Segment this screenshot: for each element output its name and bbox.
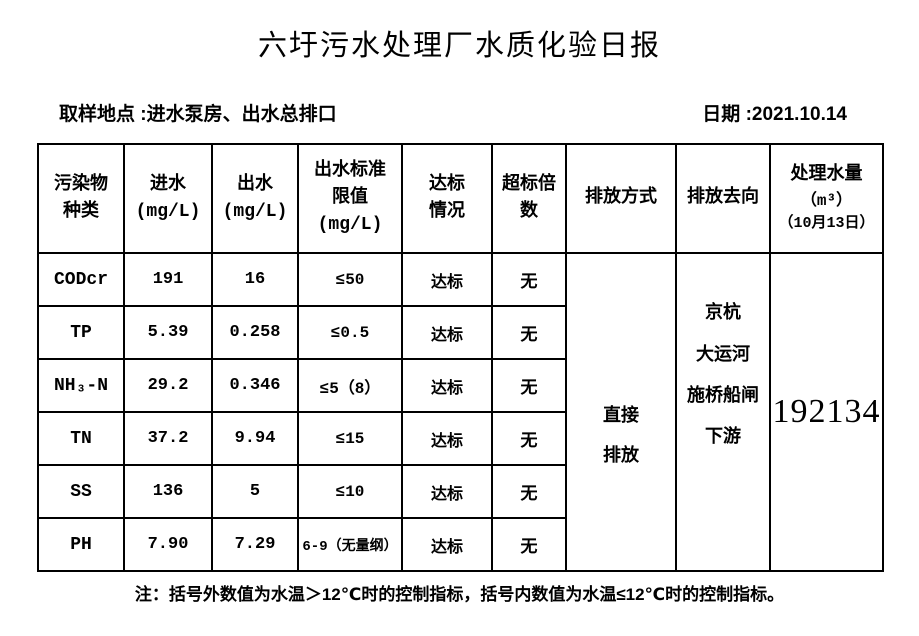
compliance-status: 达标 [401,517,493,572]
table-header-row: 污染物 种类 进水 (mg/L) 出水 (mg/L) 出水标准 限值 (mg/L… [37,143,884,254]
treated-volume-cell: 192134 [769,252,884,572]
pollutant-name: TN [37,411,125,466]
effluent-value: 16 [211,252,299,307]
exceedance-value: 无 [491,252,567,307]
pollutant-name: CODcr [37,252,125,307]
effluent-value: 7.29 [211,517,299,572]
col-header-pollutant-type: 污染物 种类 [37,143,125,254]
table-row-ss: SS 136 5 ≤10 达标 无 [37,464,883,519]
col-header-compliance: 达标 情况 [401,143,493,254]
table-row-tp: TP 5.39 0.258 ≤0.5 达标 无 [37,305,883,360]
treated-volume-title: 处理水量 [790,164,863,185]
effluent-value: 9.94 [211,411,299,466]
compliance-status: 达标 [401,305,493,360]
meta-row: 取样地点 :进水泵房、出水总排口 日期 :2021.10.14 [37,99,883,126]
exceedance-value: 无 [491,517,567,572]
influent-value: 136 [123,464,213,519]
pollutant-name: SS [37,464,125,519]
limit-value: ≤15 [297,411,403,466]
compliance-status: 达标 [401,464,493,519]
influent-value: 5.39 [123,305,213,360]
table-row-tn: TN 37.2 9.94 ≤15 达标 无 [37,411,883,466]
limit-value: 6-9（无量纲） [297,517,403,572]
exceedance-value: 无 [491,305,567,360]
table-row-codcr: CODcr 191 16 ≤50 达标 无 直接 排放 京杭 大运河 施桥船闸 … [37,252,884,572]
table-row-ph: PH 7.90 7.29 6-9（无量纲） 达标 无 [37,517,883,572]
influent-value: 29.2 [123,358,213,413]
exceedance-value: 无 [491,464,567,519]
limit-value: ≤50 [297,252,403,307]
compliance-status: 达标 [401,411,493,466]
discharge-destination-cell: 京杭 大运河 施桥船闸 下游 [675,252,771,572]
pollutant-name: NH₃-N [37,358,125,413]
limit-value: ≤10 [297,464,403,519]
influent-value: 37.2 [123,411,213,466]
footnote: 注：括号外数值为水温＞12℃时的控制指标，括号内数值为水温≤12℃时的控制指标。 [134,585,785,604]
col-header-discharge-destination: 排放去向 [675,143,771,254]
limit-value: ≤5（8） [297,358,403,413]
col-header-discharge-mode: 排放方式 [565,143,677,254]
compliance-status: 达标 [401,252,493,307]
influent-value: 191 [123,252,213,307]
effluent-value: 0.258 [211,305,299,360]
col-header-treated-volume: 处理水量 （m³） （10月13日） [769,143,884,254]
pollutant-name: TP [37,305,125,360]
report-title: 六圩污水处理厂水质化验日报 [257,30,661,62]
col-header-effluent: 出水 (mg/L) [211,143,299,254]
sampling-location: 取样地点 :进水泵房、出水总排口 [59,104,337,125]
treated-volume-date: （10月13日） [778,214,875,232]
discharge-mode-cell: 直接 排放 [565,252,677,572]
limit-value: ≤0.5 [297,305,403,360]
col-header-influent: 进水 (mg/L) [123,143,213,254]
treated-volume-unit: （m³） [800,191,853,210]
compliance-status: 达标 [401,358,493,413]
col-header-effluent-limit: 出水标准 限值 (mg/L) [297,143,403,254]
water-quality-table: 污染物 种类 进水 (mg/L) 出水 (mg/L) 出水标准 限值 (mg/L… [37,143,884,572]
effluent-value: 5 [211,464,299,519]
influent-value: 7.90 [123,517,213,572]
table-row-nh3n: NH₃-N 29.2 0.346 ≤5（8） 达标 无 [37,358,883,413]
exceedance-value: 无 [491,358,567,413]
exceedance-value: 无 [491,411,567,466]
report-date: 日期 :2021.10.14 [702,104,847,125]
effluent-value: 0.346 [211,358,299,413]
pollutant-name: PH [37,517,125,572]
col-header-exceedance-multiple: 超标倍 数 [491,143,567,254]
